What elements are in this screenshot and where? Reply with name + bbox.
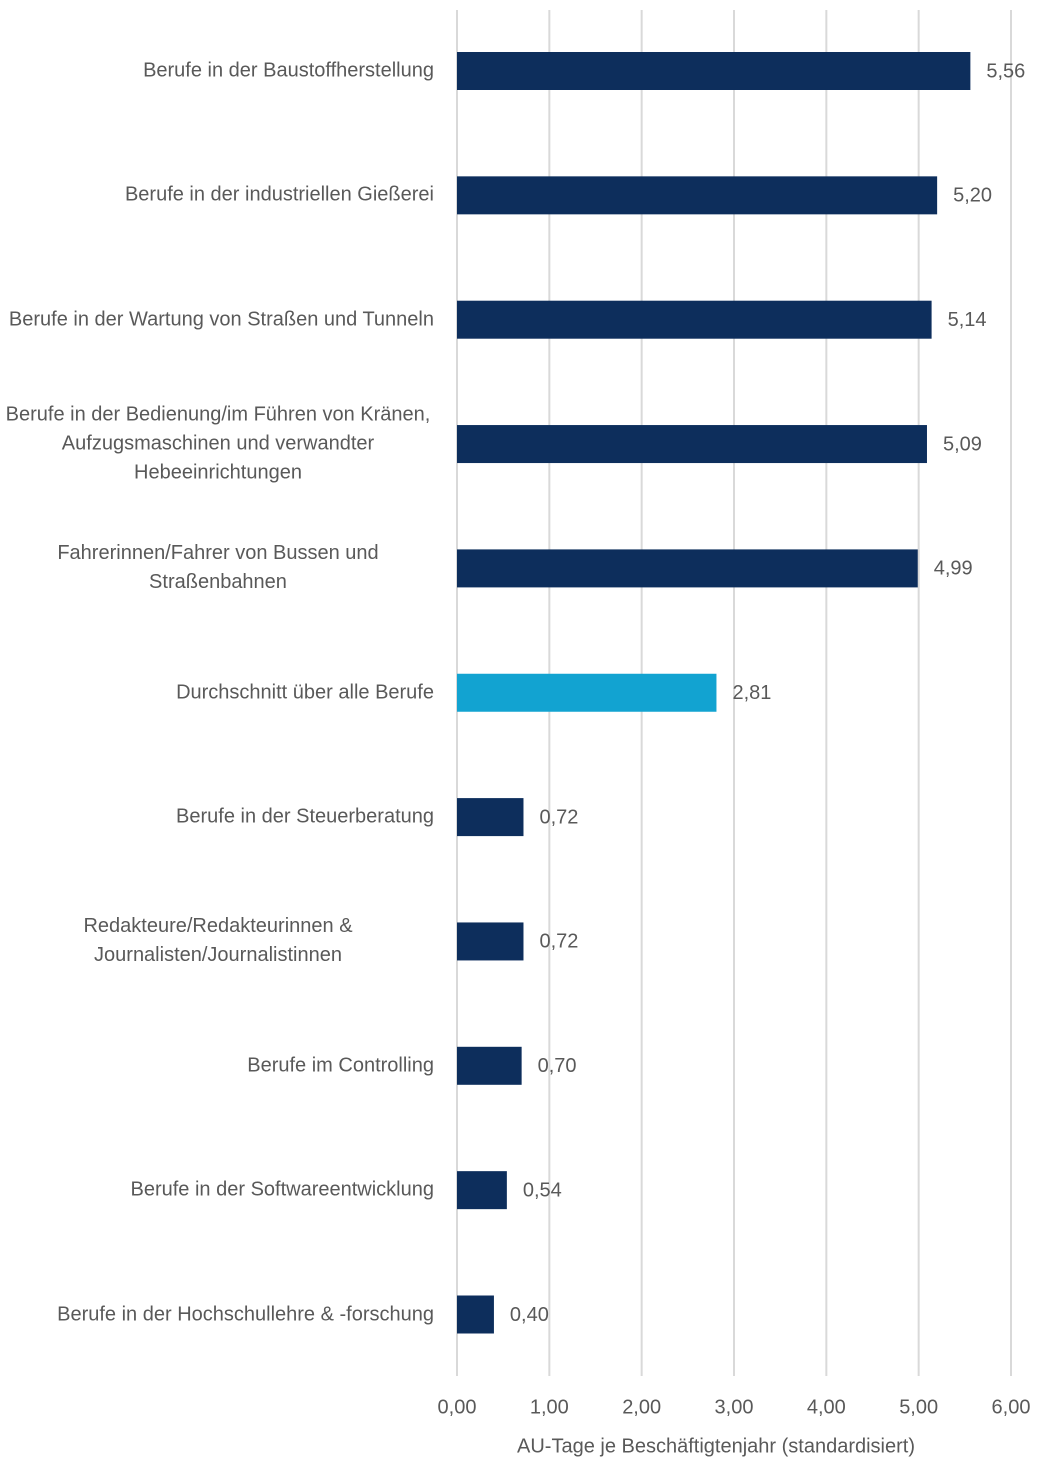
x-axis-title: AU-Tage je Beschäftigtenjahr (standardis… xyxy=(517,1435,915,1457)
data-label: 4,99 xyxy=(934,558,973,580)
bar xyxy=(457,798,524,837)
bar xyxy=(457,1046,522,1085)
category-label: Berufe in der industriellen Gießerei xyxy=(124,183,434,206)
bar xyxy=(457,52,971,90)
data-label: 0,40 xyxy=(510,1304,549,1326)
bar xyxy=(457,176,938,215)
x-tick-label: 1,00 xyxy=(530,1396,569,1418)
data-label: 5,14 xyxy=(948,309,987,331)
category-label-box: Berufe in der Softwareentwicklung xyxy=(0,1176,435,1205)
category-label-box: Redakteure/Redakteurinnen & Journalisten… xyxy=(0,912,434,970)
bar xyxy=(457,1171,507,1210)
category-label: Berufe in der Steuerberatung xyxy=(176,805,434,828)
bar xyxy=(457,1295,494,1334)
category-label-box: Berufe im Controlling xyxy=(0,1051,434,1080)
category-label: Berufe in der Wartung von Straßen und Tu… xyxy=(8,308,434,331)
bar xyxy=(457,300,932,339)
data-label: 2,81 xyxy=(732,682,771,704)
data-label: 0,72 xyxy=(539,806,578,828)
category-label-box: Durchschnitt über alle Berufe xyxy=(0,678,434,707)
bar xyxy=(457,673,717,712)
category-label: Redakteure/Redakteurinnen & Journalisten… xyxy=(83,915,353,967)
x-tick-label: 3,00 xyxy=(715,1396,754,1418)
data-label: 0,70 xyxy=(538,1055,577,1077)
bar xyxy=(457,425,927,464)
data-label: 5,20 xyxy=(953,185,992,207)
category-label-box: Berufe in der Wartung von Straßen und Tu… xyxy=(0,305,434,334)
x-tick-label: 2,00 xyxy=(622,1396,661,1418)
bar xyxy=(457,922,524,961)
category-label-box: Fahrerinnen/Fahrer von Bussen und Straße… xyxy=(0,539,434,597)
x-tick-label: 0,00 xyxy=(438,1396,477,1418)
bar xyxy=(457,549,918,588)
x-tick-label: 6,00 xyxy=(992,1396,1031,1418)
category-label-box: Berufe in der Baustoffherstellung xyxy=(0,57,434,86)
category-label-box: Berufe in der industriellen Gießerei xyxy=(0,181,434,210)
category-label: Berufe in der Bedienung/im Führen von Kr… xyxy=(5,403,431,484)
category-label-box: Berufe in der Hochschullehre & -forschun… xyxy=(0,1300,434,1329)
category-label: Berufe im Controlling xyxy=(247,1054,434,1077)
category-label: Berufe in der Baustoffherstellung xyxy=(143,59,434,82)
data-label: 0,72 xyxy=(539,931,578,953)
x-tick-label: 4,00 xyxy=(807,1396,846,1418)
data-label: 5,09 xyxy=(943,433,982,455)
category-label-box: Berufe in der Bedienung/im Führen von Kr… xyxy=(0,401,434,488)
data-label: 5,56 xyxy=(986,60,1025,82)
category-label: Berufe in der Softwareentwicklung xyxy=(130,1178,435,1201)
data-label: 0,54 xyxy=(523,1179,562,1201)
category-label: Fahrerinnen/Fahrer von Bussen und Straße… xyxy=(57,542,379,594)
category-label: Durchschnitt über alle Berufe xyxy=(176,681,434,704)
category-label-box: Berufe in der Steuerberatung xyxy=(0,803,434,832)
category-label: Berufe in der Hochschullehre & -forschun… xyxy=(57,1303,434,1325)
x-tick-label: 5,00 xyxy=(899,1396,938,1418)
